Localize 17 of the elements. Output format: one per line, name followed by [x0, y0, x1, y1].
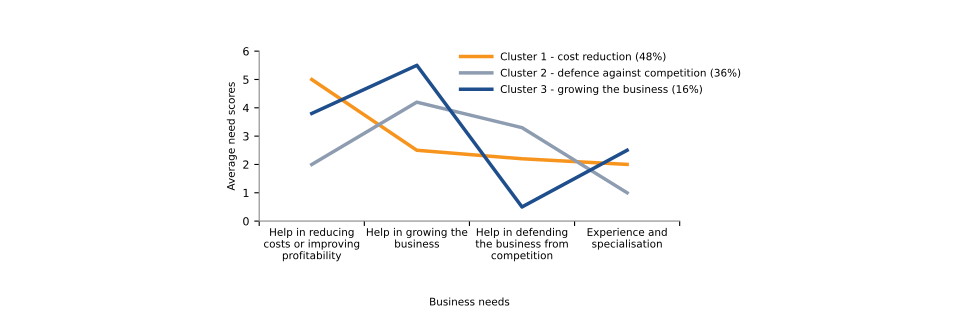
x-tick-label: Experience and specialisation — [588, 228, 667, 250]
y-tick-label: 0 — [243, 217, 249, 226]
y-tick-label: 1 — [244, 188, 248, 197]
y-axis-title: Average need scores — [226, 82, 237, 190]
y-tick-label: 2 — [243, 160, 248, 169]
y-tick-label: 4 — [242, 104, 249, 112]
x-tick-label: Help in defending the business from competition — [476, 228, 568, 262]
y-tick-label: 5 — [243, 76, 249, 84]
line-series — [310, 100, 629, 195]
x-tick-label: Help in reducing costs or improving profitability — [264, 228, 360, 262]
y-tick-label: 3 — [243, 132, 249, 141]
x-axis-title: Business needs — [430, 297, 510, 306]
legend-label: Cluster 3 - growing the business (16%) — [500, 84, 702, 96]
y-tick-label: 6 — [243, 47, 249, 56]
x-tick-label: Help in growing the business — [366, 228, 468, 248]
legend-label: Cluster 2 - defence against competition (36%) — [500, 68, 740, 79]
legend-label: Cluster 1 - cost reduction (48%) — [500, 52, 666, 62]
